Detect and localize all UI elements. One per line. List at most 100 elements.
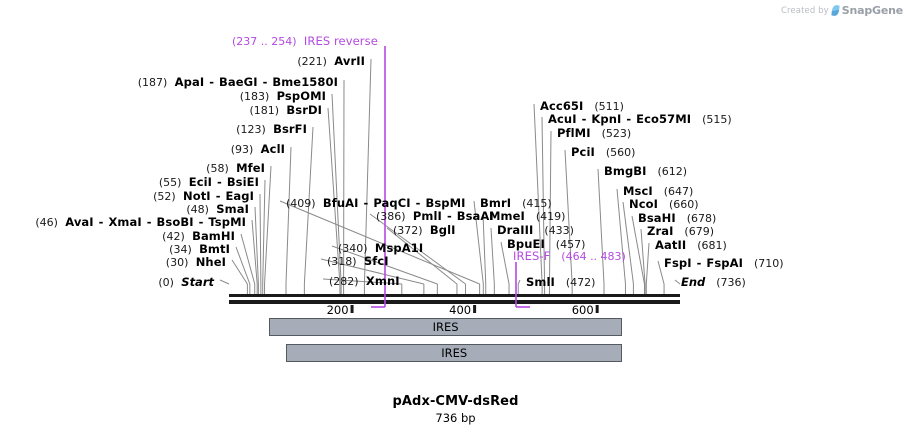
enzyme-name[interactable]: PspOMI [276, 89, 326, 103]
leader-line [219, 279, 230, 285]
enzyme-name[interactable]: BsiEI [226, 175, 259, 189]
enzyme-name[interactable]: AatII [655, 238, 687, 252]
restriction-site-label-PspOMI: (183) PspOMI [240, 90, 326, 103]
site-enzyme-names: NheI [196, 255, 226, 269]
enzyme-name[interactable]: AcuI [548, 112, 577, 126]
enzyme-name[interactable]: XmnI [365, 274, 400, 288]
enzyme-name[interactable]: BglI [429, 223, 456, 237]
site-position: (679) [684, 225, 715, 238]
site-position: (386) [376, 210, 406, 223]
sequence-title-block: pAdx-CMV-dsRed 736 bp [0, 394, 911, 425]
enzyme-name[interactable]: MfeI [236, 161, 265, 175]
enzyme-name[interactable]: SmaI [216, 202, 249, 216]
restriction-site-label-BamHI: (42) BamHI [162, 230, 235, 243]
leaf-icon [831, 4, 840, 17]
enzyme-name[interactable]: XmaI [108, 215, 142, 229]
restriction-site-label-AcuI-KpnI-Eco57MI: AcuI - KpnI - Eco57MI (515) [548, 113, 732, 126]
site-enzyme-names: AcuI - KpnI - Eco57MI [548, 112, 691, 126]
enzyme-name[interactable]: BfuAI [322, 196, 359, 210]
leader-line [597, 168, 605, 285]
enzyme-name[interactable]: FspI [664, 256, 692, 270]
enzyme-name[interactable]: AvaI [65, 215, 94, 229]
enzyme-name[interactable]: DraIII [497, 223, 534, 237]
enzyme-name[interactable]: PflMI [557, 126, 591, 140]
enzyme-name[interactable]: BspMI [425, 196, 466, 210]
enzyme-separator: - [194, 215, 208, 229]
enzyme-name[interactable]: FspAI [706, 256, 744, 270]
enzyme-name[interactable]: BamHI [192, 229, 235, 243]
enzyme-name[interactable]: TspMI [208, 215, 246, 229]
enzyme-name[interactable]: SfcI [363, 254, 389, 268]
site-position: (340) [338, 242, 368, 255]
site-enzyme-names: MfeI [236, 161, 265, 175]
enzyme-name[interactable]: BsrDI [286, 103, 322, 117]
site-enzyme-names: SmaI [216, 202, 249, 216]
enzyme-name[interactable]: MmeI [489, 209, 525, 223]
enzyme-separator: - [142, 215, 156, 229]
site-position: (710) [754, 257, 784, 270]
enzyme-name[interactable]: EciI [188, 175, 213, 189]
feature-bar-IRES[interactable]: IRES [285, 344, 623, 362]
enzyme-name[interactable]: BsrFI [273, 122, 307, 136]
site-position: (419) [535, 210, 566, 223]
site-enzyme-names: BsrDI [286, 103, 322, 117]
enzyme-name[interactable]: EagI [225, 189, 254, 203]
enzyme-name[interactable]: NotI [182, 189, 211, 203]
site-enzyme-names: BglI [430, 223, 456, 237]
enzyme-name[interactable]: PmlI [412, 209, 442, 223]
enzyme-name[interactable]: AclI [260, 142, 285, 156]
enzyme-name[interactable]: Start [181, 275, 214, 289]
primer-name: IRES reverse [303, 34, 378, 48]
enzyme-name[interactable]: BsaHI [638, 211, 676, 225]
site-position: (678) [686, 212, 717, 225]
enzyme-name[interactable]: BsoBI [156, 215, 194, 229]
site-position: (372) [393, 224, 423, 237]
primer-label-IRES-F[interactable]: IRES-F (464 .. 483) [513, 250, 626, 263]
leader-line [482, 213, 487, 285]
enzyme-name[interactable]: PaqCI [373, 196, 411, 210]
site-position: (736) [716, 276, 746, 289]
enzyme-name[interactable]: MspA1I [374, 241, 424, 255]
ruler-tick [595, 305, 599, 313]
restriction-site-label-MfeI: (58) MfeI [206, 162, 265, 175]
leader-line [235, 246, 251, 285]
enzyme-name[interactable]: End [681, 275, 706, 289]
restriction-site-label-BsaHI: BsaHI (678) [638, 212, 716, 225]
credit-prefix: Created by [780, 5, 829, 16]
enzyme-name[interactable]: Eco57MI [636, 112, 692, 126]
enzyme-name[interactable]: PciI [571, 145, 595, 159]
leader-line [564, 149, 573, 285]
enzyme-name[interactable]: ApaI [174, 75, 205, 89]
restriction-site-label-SfcI: (318) SfcI [327, 255, 389, 268]
enzyme-name[interactable]: NcoI [629, 197, 659, 211]
enzyme-name[interactable]: BpuEI [507, 237, 545, 251]
restriction-site-label-PmlI-BsaAI: (386) PmlI - BsaAI [376, 210, 494, 223]
enzyme-name[interactable]: SmlI [526, 275, 555, 289]
enzyme-name[interactable]: Bme1580I [272, 75, 338, 89]
leader-line [645, 242, 650, 285]
restriction-site-label-End: End (736) [681, 276, 746, 289]
enzyme-name[interactable]: Acc65I [540, 99, 584, 113]
site-enzyme-names: Acc65I [540, 99, 583, 113]
enzyme-name[interactable]: BsaAI [456, 209, 494, 223]
primer-label-IRES-reverse[interactable]: (237 .. 254) IRES reverse [232, 35, 378, 48]
restriction-site-label-BsrFI: (123) BsrFI [236, 123, 307, 136]
enzyme-name[interactable]: MscI [623, 184, 653, 198]
site-enzyme-names: XmnI [366, 274, 400, 288]
enzyme-name[interactable]: NheI [195, 255, 226, 269]
site-position: (523) [601, 127, 632, 140]
enzyme-name[interactable]: BmtI [199, 242, 230, 256]
enzyme-separator: - [359, 196, 373, 210]
enzyme-name[interactable]: AvrII [334, 54, 365, 68]
snapgene-brand: SnapGene [841, 4, 903, 17]
site-position: (457) [555, 238, 586, 251]
enzyme-name[interactable]: BmrI [480, 196, 512, 210]
site-enzyme-names: SfcI [364, 254, 389, 268]
enzyme-name[interactable]: BmgBI [604, 164, 647, 178]
enzyme-name[interactable]: ZraI [647, 224, 674, 238]
enzyme-name[interactable]: KpnI [591, 112, 622, 126]
restriction-site-label-ApaI-BaeGI-Bme1580I: (187) ApaI - BaeGI - Bme1580I [138, 76, 338, 89]
enzyme-name[interactable]: BaeGI [219, 75, 258, 89]
restriction-site-label-NcoI: NcoI (660) [629, 198, 699, 211]
feature-bar-IRES[interactable]: IRES [268, 318, 623, 336]
